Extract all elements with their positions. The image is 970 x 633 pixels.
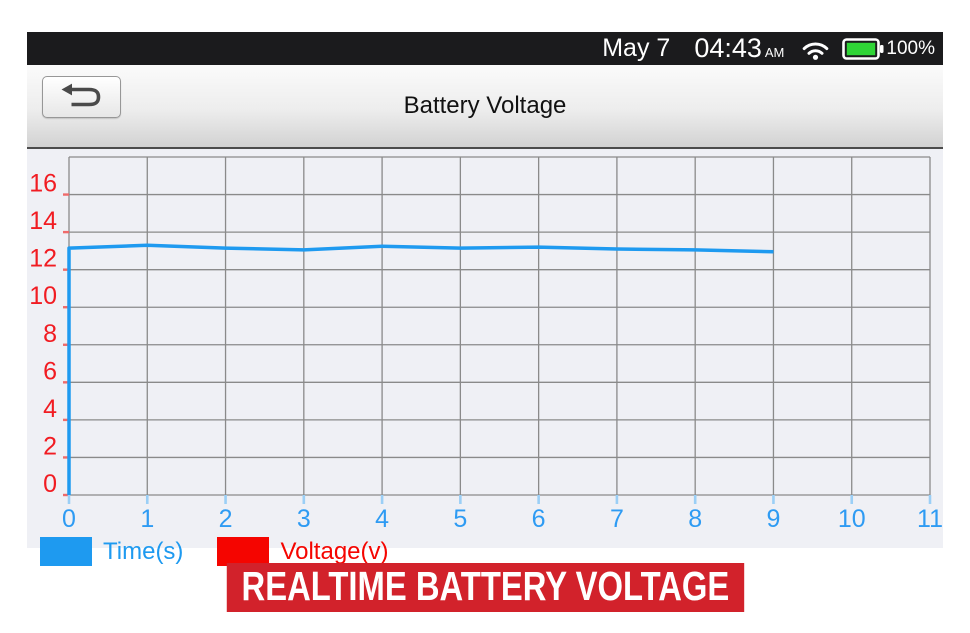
svg-text:16: 16	[29, 170, 57, 198]
legend-label-1: Voltage(v)	[280, 537, 389, 565]
svg-text:2: 2	[43, 432, 57, 460]
svg-text:4: 4	[375, 505, 389, 533]
banner-row: REALTIME BATTERY VOLTAGE	[0, 563, 970, 612]
back-button[interactable]	[42, 76, 121, 118]
svg-text:10: 10	[838, 505, 866, 533]
chart-legend: Time(s) Voltage(v)	[40, 537, 389, 566]
banner-text: REALTIME BATTERY VOLTAGE	[241, 564, 729, 610]
svg-text:8: 8	[43, 320, 57, 348]
wifi-icon	[802, 38, 829, 60]
status-meridiem: AM	[764, 45, 785, 60]
back-icon	[58, 82, 106, 112]
svg-text:6: 6	[532, 505, 546, 533]
status-time: 04:43 AM	[694, 33, 784, 64]
chart-area: 0 2 4 6 8 10 12 14 16 0 1 2 3 4 5 6 7 8 9 10 11 Time(s) Volta…	[27, 149, 943, 566]
svg-text:11: 11	[917, 505, 943, 533]
status-time-value: 04:43	[694, 33, 762, 63]
svg-text:4: 4	[43, 395, 57, 423]
legend-item-1: Voltage(v)	[217, 537, 389, 566]
svg-text:2: 2	[219, 505, 233, 533]
svg-text:0: 0	[43, 470, 57, 498]
svg-text:10: 10	[29, 282, 57, 310]
device-screen: May 7 04:43 AM 100% Battery Voltage	[27, 32, 943, 566]
legend-item-0: Time(s)	[40, 537, 183, 566]
svg-text:1: 1	[140, 505, 154, 533]
svg-text:8: 8	[688, 505, 702, 533]
svg-text:5: 5	[453, 505, 467, 533]
svg-text:3: 3	[297, 505, 311, 533]
svg-text:0: 0	[62, 505, 76, 533]
svg-text:9: 9	[767, 505, 781, 533]
banner: REALTIME BATTERY VOLTAGE	[226, 563, 744, 612]
legend-swatch-0	[40, 537, 92, 566]
status-date: May 7	[602, 34, 671, 62]
legend-label-0: Time(s)	[103, 537, 184, 565]
svg-text:12: 12	[29, 245, 57, 273]
battery-icon	[842, 37, 884, 61]
battery-percent: 100%	[886, 37, 935, 59]
status-bar: May 7 04:43 AM 100%	[27, 32, 943, 65]
legend-swatch-1	[217, 537, 270, 566]
svg-text:7: 7	[610, 505, 624, 533]
page-title: Battery Voltage	[403, 92, 567, 119]
svg-text:6: 6	[43, 357, 57, 385]
title-bar: Battery Voltage	[27, 65, 943, 149]
svg-text:14: 14	[29, 207, 57, 235]
